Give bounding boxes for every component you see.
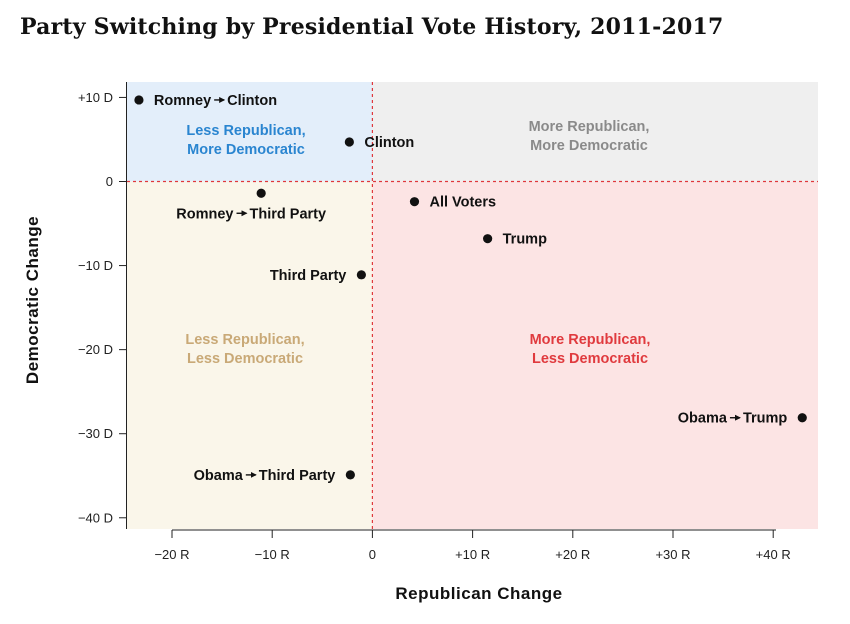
data-points: Romney Clinton Clinton Romney Third Party All… bbox=[134, 93, 807, 484]
quadrant-label-line: Less Democratic bbox=[532, 351, 648, 367]
y-tick-label: −40 D bbox=[78, 510, 113, 525]
point-label-to: Clinton bbox=[227, 93, 277, 109]
point-label: Clinton bbox=[364, 135, 414, 151]
chart-title: Party Switching by Presidential Vote His… bbox=[20, 14, 724, 40]
data-point bbox=[356, 270, 366, 280]
x-tick-label: −10 R bbox=[255, 547, 290, 562]
quadrant-label-line: Less Republican, bbox=[186, 123, 305, 139]
quadrant-top-left bbox=[127, 82, 373, 182]
point-label-to: Third Party bbox=[250, 206, 327, 222]
y-tick-label: +10 D bbox=[78, 90, 113, 105]
x-tick-label: +30 R bbox=[655, 547, 690, 562]
data-point bbox=[344, 137, 354, 147]
x-tick-label: +10 R bbox=[455, 547, 490, 562]
quadrant-label-top-right: More Republican, More Democratic bbox=[529, 119, 650, 154]
zero-lines bbox=[127, 82, 818, 529]
x-tick-label: +40 R bbox=[756, 547, 791, 562]
x-tick-label: 0 bbox=[369, 547, 376, 562]
x-tick-label: +20 R bbox=[555, 547, 590, 562]
y-axis-label: Democratic Change bbox=[23, 216, 42, 384]
point-label-to: Third Party bbox=[259, 468, 336, 484]
quadrant-label-line: More Democratic bbox=[187, 142, 305, 158]
data-point bbox=[483, 234, 493, 244]
data-point bbox=[797, 413, 807, 423]
quadrant-label-bottom-right: More Republican, Less Democratic bbox=[530, 332, 651, 367]
quadrant-label-line: Less Democratic bbox=[187, 351, 303, 367]
quadrant-label-line: More Republican, bbox=[529, 119, 650, 135]
point-label: All Voters bbox=[429, 195, 496, 211]
point-label-from: Romney bbox=[154, 93, 211, 109]
y-tick-label: 0 bbox=[106, 174, 113, 189]
quadrant-label-top-left: Less Republican, More Democratic bbox=[186, 123, 305, 158]
quadrant-bottom-right bbox=[372, 181, 818, 529]
point-label-to: Trump bbox=[743, 411, 787, 427]
data-point bbox=[256, 188, 266, 198]
data-point bbox=[409, 197, 420, 207]
y-tick-label: −20 D bbox=[78, 342, 113, 357]
x-tick-label: −20 R bbox=[154, 547, 189, 562]
point-label-from: Obama bbox=[678, 411, 728, 427]
point-label-from: Romney bbox=[176, 206, 233, 222]
data-point bbox=[134, 95, 144, 105]
quadrant-top-right bbox=[372, 82, 818, 182]
y-tick-label: −10 D bbox=[78, 258, 113, 273]
axes: +10 D 0 −10 D −20 D −30 D −40 D −20 R −10 R 0 +10… bbox=[78, 82, 791, 562]
point-label: Trump bbox=[503, 232, 547, 248]
quadrant-label-line: More Republican, bbox=[530, 332, 651, 348]
x-axis-label: Republican Change bbox=[395, 584, 562, 603]
data-point bbox=[345, 470, 355, 480]
quadrant-label-bottom-left: Less Republican, Less Democratic bbox=[185, 332, 304, 367]
point-label: Third Party bbox=[270, 268, 347, 284]
point-label-from: Obama bbox=[194, 468, 244, 484]
quadrant-bottom-left bbox=[127, 181, 373, 529]
quadrant-label-line: Less Republican, bbox=[185, 332, 304, 348]
y-tick-label: −30 D bbox=[78, 426, 113, 441]
quadrant-label-line: More Democratic bbox=[530, 138, 648, 154]
quadrant-backgrounds bbox=[127, 82, 818, 529]
